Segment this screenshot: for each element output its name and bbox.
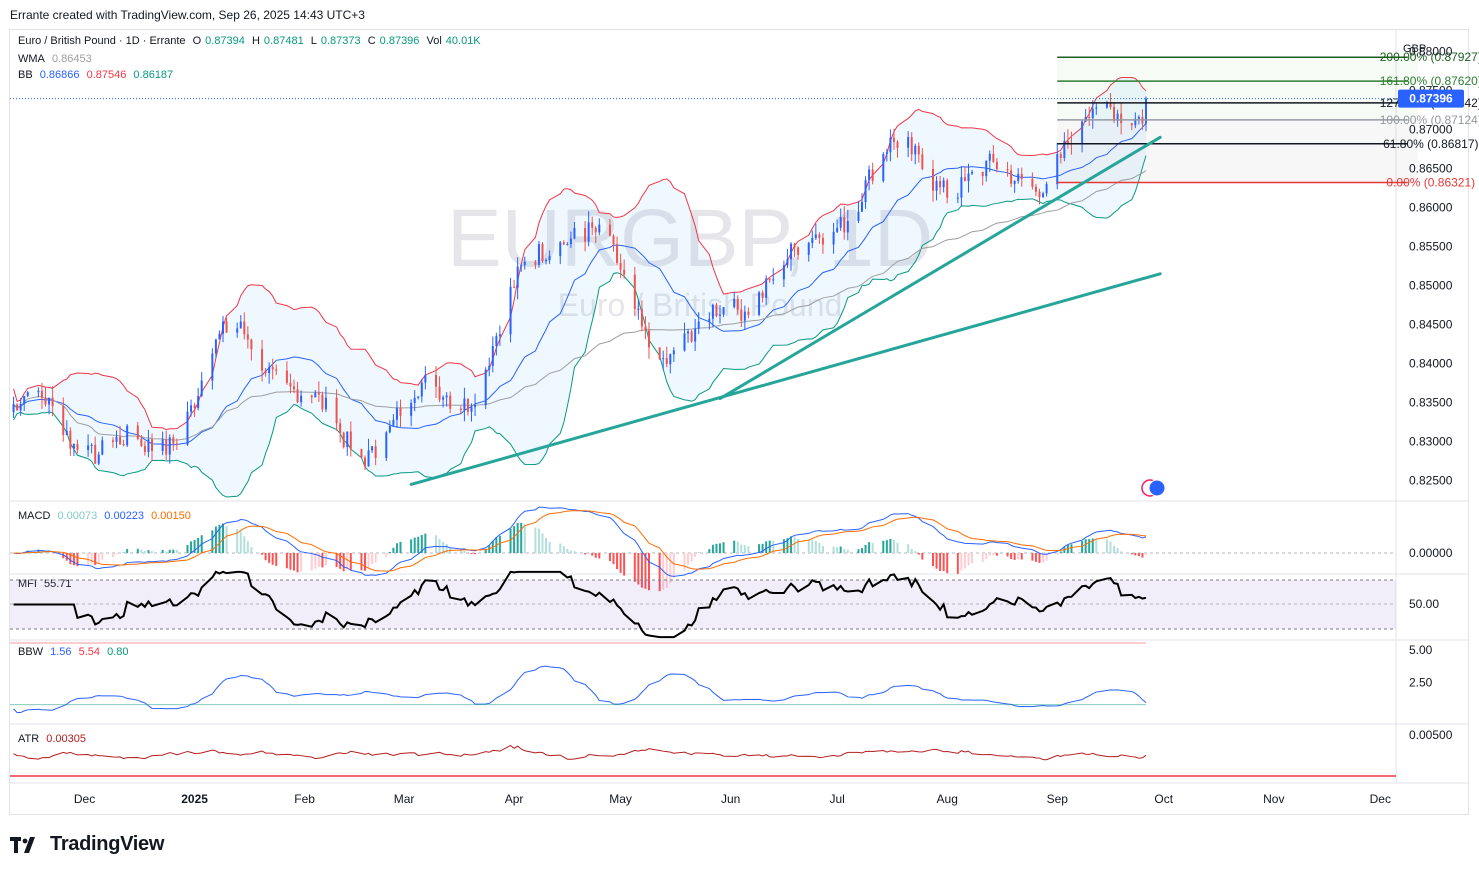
bbw-high-value: 5.54	[78, 646, 101, 658]
bb-lower-value: 0.86187	[133, 69, 174, 81]
mfi-label: MFI	[18, 578, 37, 590]
bb-upper-value: 0.87546	[86, 69, 127, 81]
macd-signal-value: 0.00150	[151, 510, 191, 522]
close-label: C	[367, 35, 376, 47]
tradingview-logo[interactable]: TradingView	[10, 833, 164, 856]
wma-label: WMA	[18, 53, 45, 65]
brand-name: TradingView	[50, 833, 165, 855]
symbol-name: Euro / British Pound · 1D · Errante	[18, 35, 186, 47]
low-label: L	[310, 35, 317, 47]
high-label: H	[251, 35, 260, 47]
bbw-low-value: 0.80	[107, 646, 129, 658]
low-value: 0.87373	[320, 35, 361, 47]
high-value: 0.87481	[263, 35, 304, 47]
atr-value: 0.00305	[46, 733, 87, 745]
macd-label: MACD	[18, 510, 51, 522]
bbw-legend[interactable]: BBW 1.56 5.54 0.80	[18, 646, 133, 658]
wma-legend[interactable]: WMA 0.86453	[18, 53, 96, 65]
close-value: 0.87396	[379, 35, 420, 47]
symbol-legend: Euro / British Pound · 1D · Errante O 0.8…	[18, 35, 485, 47]
bb-basis-value: 0.86866	[39, 69, 80, 81]
vol-value: 40.01K	[445, 35, 481, 47]
bbw-value: 1.56	[50, 646, 72, 658]
open-value: 0.87394	[205, 35, 245, 47]
open-label: O	[192, 35, 202, 47]
bb-legend[interactable]: BB 0.86866 0.87546 0.86187	[18, 69, 177, 81]
mfi-value: 55.71	[44, 578, 72, 590]
wma-value: 0.86453	[51, 53, 92, 65]
chart-credit: Errante created with TradingView.com, Se…	[10, 8, 365, 22]
atr-legend[interactable]: ATR 0.00305	[18, 733, 90, 745]
currency-label: GBP	[1403, 43, 1427, 55]
atr-label: ATR	[18, 733, 40, 745]
tradingview-logo-icon	[10, 836, 35, 853]
macd-hist-value: 0.00073	[57, 510, 98, 522]
macd-line-value: 0.00223	[104, 510, 145, 522]
macd-legend[interactable]: MACD 0.00073 0.00223 0.00150	[18, 510, 195, 522]
mfi-legend[interactable]: MFI 55.71	[18, 578, 76, 590]
bb-label: BB	[18, 69, 33, 81]
chart-frame	[9, 29, 1469, 815]
vol-label: Vol	[426, 35, 442, 47]
bbw-label: BBW	[18, 646, 44, 658]
